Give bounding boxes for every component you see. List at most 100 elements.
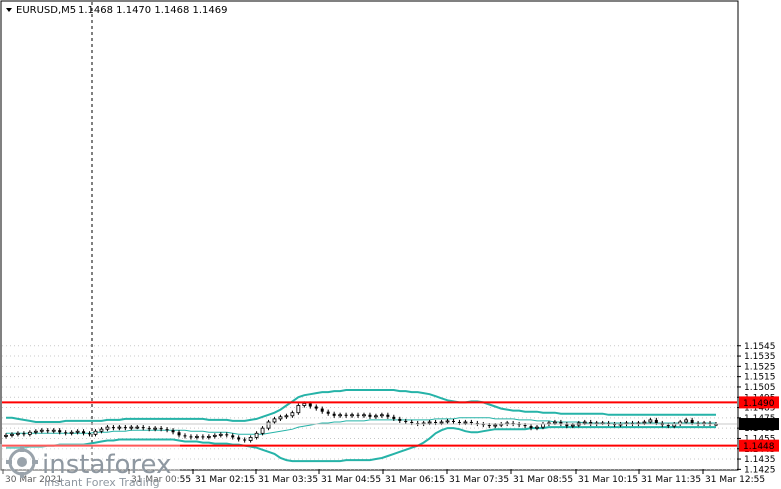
candle-body bbox=[177, 432, 181, 436]
candle-body bbox=[302, 403, 307, 406]
x-tick-label: 31 Mar 11:35 bbox=[641, 475, 701, 485]
candle-body bbox=[248, 437, 253, 441]
candle-body bbox=[206, 435, 211, 438]
candle-body bbox=[529, 426, 533, 429]
candle-body bbox=[392, 416, 396, 419]
candle-body bbox=[445, 420, 450, 423]
candle-body bbox=[427, 421, 432, 424]
y-tick-label: 1.1545 bbox=[744, 342, 776, 352]
candle bbox=[195, 434, 199, 440]
chevron-down-icon[interactable] bbox=[6, 8, 12, 12]
candle-body bbox=[684, 419, 689, 423]
candle bbox=[4, 433, 8, 439]
candle-body bbox=[296, 405, 301, 414]
y-tick-label: 1.1525 bbox=[744, 362, 776, 372]
candle bbox=[123, 425, 127, 431]
candle bbox=[183, 433, 187, 439]
candle-body bbox=[690, 419, 694, 423]
y-tick-label: 1.1425 bbox=[744, 465, 776, 475]
candle bbox=[559, 419, 563, 427]
candle-body bbox=[410, 421, 414, 423]
candle-body bbox=[135, 426, 140, 429]
candle-body bbox=[457, 421, 461, 423]
candle bbox=[75, 429, 80, 435]
candle-body bbox=[105, 426, 110, 430]
candle-body bbox=[451, 420, 455, 422]
candle bbox=[535, 425, 539, 431]
y-tick-label: 1.1435 bbox=[744, 455, 776, 465]
candle bbox=[630, 420, 634, 427]
candle-body bbox=[708, 423, 712, 425]
x-tick-label: 31 Mar 08:55 bbox=[513, 475, 573, 485]
candle bbox=[117, 425, 122, 431]
candle bbox=[254, 431, 259, 440]
current-price-label: 1.1469 bbox=[739, 418, 779, 431]
candle bbox=[33, 429, 38, 435]
candle-body bbox=[463, 421, 468, 424]
candle-body bbox=[290, 412, 295, 417]
candle bbox=[88, 431, 92, 437]
candle-body bbox=[183, 435, 187, 437]
candle-body bbox=[93, 430, 98, 435]
candle-body bbox=[362, 414, 366, 417]
candle-body bbox=[350, 414, 354, 417]
x-tick-label: 31 Mar 07:35 bbox=[449, 475, 509, 485]
candle-body bbox=[613, 424, 617, 426]
candle-body bbox=[51, 429, 56, 432]
symbol-label: EURUSD,M5 bbox=[16, 5, 76, 16]
candle bbox=[481, 421, 485, 428]
candle-body bbox=[171, 430, 175, 433]
candle bbox=[475, 420, 479, 427]
candle bbox=[135, 425, 140, 430]
support-level-tag bbox=[739, 439, 779, 452]
candle bbox=[189, 434, 193, 440]
candle-body bbox=[559, 421, 563, 425]
candle-body bbox=[64, 432, 68, 434]
candle bbox=[511, 420, 515, 427]
bollinger-lower-band bbox=[6, 426, 716, 463]
x-tick-label: 31 Mar 02:15 bbox=[195, 475, 255, 485]
candle-body bbox=[344, 414, 348, 416]
candle bbox=[398, 416, 402, 423]
candle-body bbox=[153, 427, 158, 430]
candle bbox=[46, 428, 50, 434]
candle bbox=[416, 420, 420, 427]
candle-body bbox=[416, 423, 420, 425]
candle bbox=[589, 419, 593, 427]
candle-body bbox=[439, 421, 444, 424]
candle bbox=[153, 426, 158, 432]
candle-body bbox=[218, 433, 223, 436]
candle bbox=[243, 437, 247, 443]
candle bbox=[231, 433, 235, 440]
candle-body bbox=[254, 432, 259, 438]
candle-body bbox=[511, 423, 515, 425]
candle-body bbox=[260, 427, 265, 434]
candle bbox=[278, 414, 283, 421]
candle-body bbox=[523, 425, 527, 427]
candle bbox=[613, 421, 617, 428]
candle-body bbox=[69, 431, 74, 434]
x-tick-label: 31 Mar 12:55 bbox=[705, 475, 765, 485]
chart-header: EURUSD,M5 1.1468 1.1470 1.1468 1.1469 bbox=[6, 5, 228, 16]
grid bbox=[2, 345, 737, 470]
candle bbox=[10, 432, 14, 438]
candle-body bbox=[666, 425, 670, 427]
candle-body bbox=[212, 434, 217, 437]
candle bbox=[386, 412, 390, 419]
support-level-label: 1.1448 bbox=[743, 442, 775, 452]
candle-body bbox=[320, 408, 324, 412]
instaforex-logo-icon bbox=[6, 446, 38, 478]
candle-body bbox=[46, 430, 50, 432]
candle bbox=[565, 421, 569, 429]
candle bbox=[320, 406, 324, 414]
candle bbox=[332, 411, 336, 418]
candle bbox=[218, 432, 223, 438]
candle-body bbox=[648, 419, 653, 423]
candle-body bbox=[469, 421, 473, 423]
candle bbox=[338, 412, 343, 418]
candle bbox=[272, 416, 277, 425]
candle bbox=[290, 410, 295, 418]
candle-body bbox=[99, 428, 104, 432]
price-levels bbox=[2, 401, 737, 447]
